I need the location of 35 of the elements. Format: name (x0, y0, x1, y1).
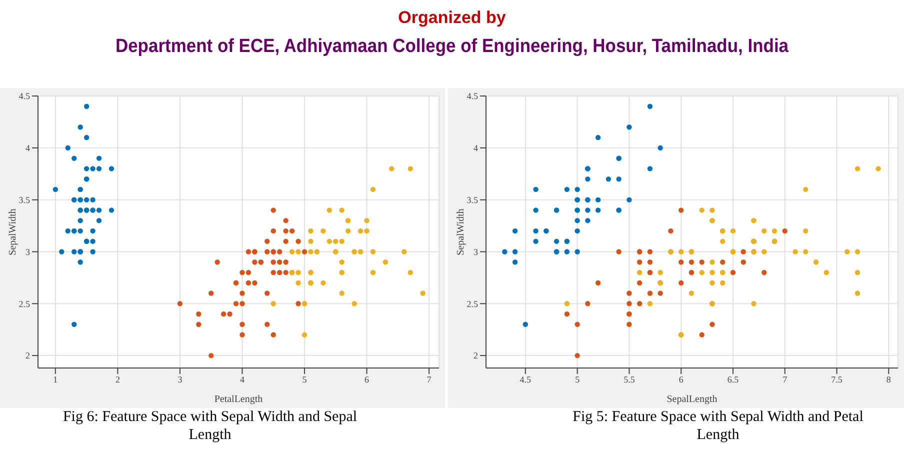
x-tick-label: 4 (240, 374, 245, 384)
y-tick-label: 3 (26, 246, 30, 257)
y-axis-title: SepalWidth (456, 208, 467, 256)
x-tick-label: 4.5 (520, 374, 532, 384)
x-tick-label: 2 (115, 374, 120, 384)
chart-subtitle: Department of ECE, Adhiyamaan College of Engineering, Hosur, Tamilnadu, India (114, 36, 790, 58)
x-tick-label: 6 (364, 374, 370, 384)
y-tick-label: 3.5 (18, 195, 30, 206)
x-axis-title: SepalLength (666, 394, 718, 405)
y-tick-label: 2.5 (466, 298, 478, 309)
y-tick-label: 2 (26, 350, 30, 361)
caption: Fig 5: Feature Space with Sepal Width and Petal Length (572, 408, 864, 444)
x-tick-label: 6 (678, 374, 684, 384)
y-tick-label: 3.5 (466, 195, 478, 206)
x-axis-title: PetalLength (214, 394, 263, 405)
y-axis-title: SepalWidth (8, 208, 19, 256)
y-tick-label: 3 (474, 246, 478, 257)
x-tick-label: 1 (53, 374, 58, 384)
x-tick-label: 3 (178, 374, 183, 384)
y-tick-label: 4 (474, 143, 478, 154)
x-tick-label: 7 (426, 374, 432, 384)
y-tick-label: 2 (474, 350, 478, 361)
chart-title: Organized by (397, 8, 507, 28)
x-tick-label: 8 (886, 374, 892, 384)
x-tick-label: 5 (302, 374, 308, 384)
x-tick-label: 7 (782, 374, 788, 384)
y-tick-label: 4.5 (466, 91, 478, 102)
x-tick-label: 7.5 (831, 374, 843, 384)
x-tick-label: 5.5 (624, 374, 636, 384)
caption: Fig 6: Feature Space with Sepal Width and Sepal Length (62, 408, 358, 444)
y-tick-label: 4 (26, 143, 30, 154)
y-tick-label: 2.5 (18, 298, 30, 309)
x-tick-label: 5 (575, 374, 580, 384)
x-tick-label: 6.5 (727, 374, 740, 384)
y-tick-label: 4.5 (18, 91, 30, 102)
